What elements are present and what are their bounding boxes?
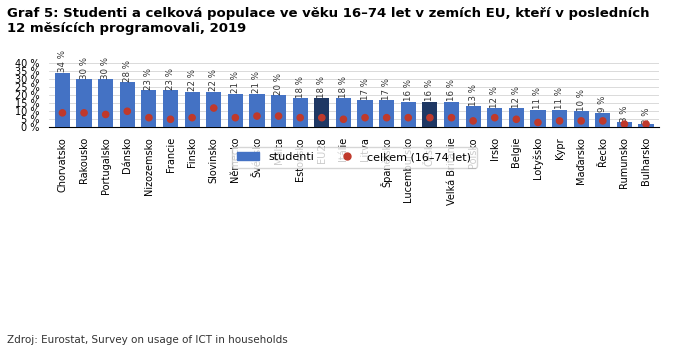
- Bar: [228, 93, 243, 127]
- Text: 23 %: 23 %: [144, 68, 154, 90]
- Text: 12 %: 12 %: [512, 86, 521, 108]
- Point: [122, 108, 133, 114]
- Text: 16 %: 16 %: [404, 79, 412, 101]
- Text: 22 %: 22 %: [187, 69, 197, 91]
- Text: 17 %: 17 %: [361, 78, 369, 99]
- Text: 9 %: 9 %: [599, 96, 607, 112]
- Text: 30 %: 30 %: [80, 57, 88, 79]
- Point: [489, 115, 500, 120]
- Point: [403, 115, 414, 120]
- Point: [100, 112, 111, 117]
- Point: [511, 117, 522, 122]
- Point: [144, 115, 154, 120]
- Bar: [466, 106, 481, 127]
- Text: 13 %: 13 %: [468, 84, 478, 106]
- Text: 11 %: 11 %: [555, 87, 564, 109]
- Bar: [98, 79, 113, 127]
- Text: 12 %: 12 %: [490, 86, 499, 108]
- Point: [165, 117, 176, 122]
- Bar: [55, 73, 70, 127]
- Point: [597, 118, 608, 124]
- Bar: [530, 110, 545, 127]
- Point: [425, 115, 435, 120]
- Text: 16 %: 16 %: [447, 79, 456, 101]
- Point: [187, 115, 197, 120]
- Point: [576, 118, 586, 124]
- Bar: [76, 79, 92, 127]
- Bar: [142, 90, 156, 127]
- Text: 34 %: 34 %: [58, 50, 67, 72]
- Bar: [314, 98, 330, 127]
- Text: 18 %: 18 %: [317, 76, 326, 98]
- Point: [79, 110, 90, 116]
- Text: 21 %: 21 %: [231, 71, 240, 93]
- Bar: [120, 82, 135, 127]
- Text: 11 %: 11 %: [533, 87, 543, 109]
- Point: [251, 113, 262, 119]
- Bar: [379, 100, 394, 127]
- Bar: [617, 122, 632, 127]
- Point: [316, 115, 327, 120]
- Point: [273, 113, 284, 119]
- Point: [446, 115, 457, 120]
- Point: [619, 121, 630, 127]
- Bar: [293, 98, 308, 127]
- Text: 16 %: 16 %: [425, 79, 434, 101]
- Bar: [271, 95, 286, 127]
- Bar: [401, 102, 416, 127]
- Point: [381, 115, 392, 120]
- Text: 21 %: 21 %: [253, 71, 262, 93]
- Text: 23 %: 23 %: [166, 68, 175, 90]
- Bar: [638, 124, 654, 127]
- Bar: [552, 110, 567, 127]
- Point: [641, 121, 652, 127]
- Bar: [509, 108, 524, 127]
- Text: 28 %: 28 %: [123, 60, 132, 82]
- Point: [338, 117, 349, 122]
- Text: Zdroj: Eurostat, Survey on usage of ICT in households: Zdroj: Eurostat, Survey on usage of ICT …: [7, 335, 288, 345]
- Bar: [595, 113, 611, 127]
- Text: 30 %: 30 %: [101, 57, 110, 79]
- Legend: studenti, celkem (16–74 let): studenti, celkem (16–74 let): [232, 147, 477, 168]
- Bar: [574, 111, 589, 127]
- Point: [468, 118, 479, 124]
- Text: 22 %: 22 %: [209, 69, 218, 91]
- Text: 10 %: 10 %: [577, 89, 586, 111]
- Point: [360, 115, 371, 120]
- Text: 18 %: 18 %: [339, 76, 348, 98]
- Bar: [423, 102, 437, 127]
- Text: 20 %: 20 %: [274, 73, 283, 95]
- Point: [208, 105, 219, 111]
- Bar: [357, 100, 373, 127]
- Bar: [336, 98, 351, 127]
- Point: [554, 118, 565, 124]
- Bar: [249, 93, 264, 127]
- Bar: [185, 92, 200, 127]
- Text: 18 %: 18 %: [296, 76, 305, 98]
- Text: Graf 5: Studenti a celková populace ve věku 16–74 let v zemích EU, kteří v posle: Graf 5: Studenti a celková populace ve v…: [7, 7, 649, 35]
- Text: 3 %: 3 %: [620, 106, 629, 122]
- Text: 2 %: 2 %: [642, 107, 650, 124]
- Bar: [206, 92, 221, 127]
- Bar: [444, 102, 459, 127]
- Bar: [163, 90, 178, 127]
- Point: [532, 120, 543, 125]
- Bar: [487, 108, 502, 127]
- Point: [230, 115, 241, 120]
- Point: [295, 115, 305, 120]
- Text: 17 %: 17 %: [382, 78, 391, 99]
- Point: [57, 110, 68, 116]
